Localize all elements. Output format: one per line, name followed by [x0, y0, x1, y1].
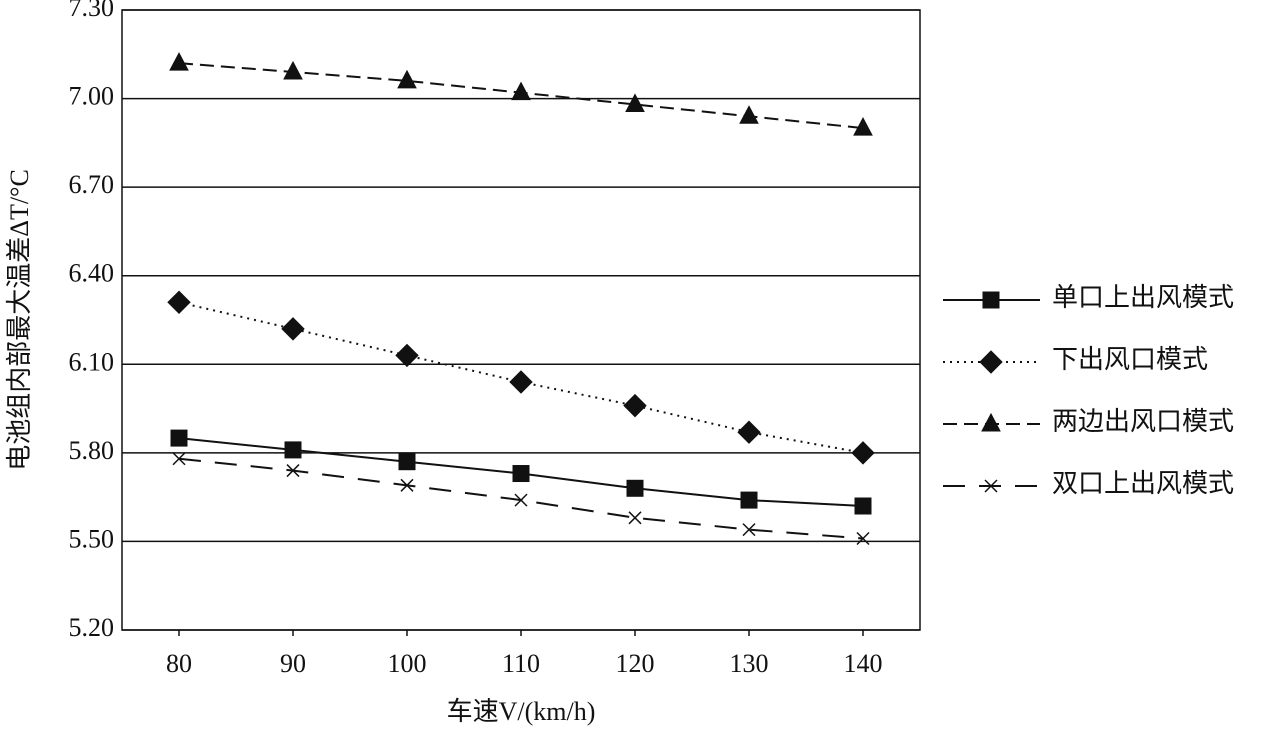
legend-marker — [982, 291, 1000, 309]
data-point — [742, 523, 756, 537]
data-point — [283, 60, 303, 80]
legend-label: 单口上出风模式 — [1052, 283, 1234, 312]
y-tick-label: 5.20 — [69, 613, 115, 642]
data-point — [170, 429, 188, 447]
data-point — [514, 493, 528, 507]
data-point — [623, 393, 647, 418]
data-point — [395, 343, 419, 368]
x-axis-label: 车速V/(km/h) — [447, 697, 596, 726]
y-tick-label: 5.50 — [69, 524, 115, 553]
x-tick-label: 90 — [280, 649, 306, 678]
data-point — [739, 105, 759, 124]
data-point — [854, 497, 872, 515]
data-point — [400, 478, 414, 492]
y-tick-label: 5.80 — [69, 436, 115, 465]
y-tick-label: 7.00 — [69, 82, 115, 111]
y-tick-label: 6.70 — [69, 170, 115, 199]
x-tick-label: 130 — [730, 649, 769, 678]
data-point — [512, 465, 530, 483]
data-point — [740, 491, 758, 509]
data-point — [625, 93, 645, 112]
legend-marker — [981, 412, 1001, 432]
data-point — [169, 52, 189, 71]
x-tick-label: 140 — [844, 649, 883, 678]
y-tick-label: 7.30 — [69, 0, 115, 22]
legend-label: 下出风口模式 — [1052, 345, 1208, 374]
data-point — [397, 69, 417, 89]
x-tick-label: 80 — [166, 649, 192, 678]
data-point — [626, 479, 644, 497]
legend-label: 双口上出风模式 — [1052, 469, 1234, 498]
x-tick-label: 100 — [388, 649, 427, 678]
data-point — [511, 81, 531, 101]
legend-label: 两边出风口模式 — [1052, 407, 1234, 436]
data-point — [286, 464, 300, 478]
legend-marker — [984, 479, 998, 493]
data-point — [851, 441, 875, 465]
y-axis-label: 电池组内部最大温差ΔT/°C — [5, 169, 34, 471]
data-point — [281, 317, 305, 341]
x-tick-label: 110 — [502, 649, 540, 678]
plot-frame — [121, 9, 921, 631]
data-point — [737, 420, 761, 444]
y-tick-label: 6.40 — [69, 259, 115, 288]
x-tick-label: 120 — [616, 649, 655, 678]
data-point — [628, 511, 642, 525]
data-point — [398, 453, 416, 471]
data-point — [167, 290, 191, 314]
y-tick-label: 6.10 — [69, 347, 115, 376]
data-point — [509, 370, 533, 394]
legend-marker — [979, 350, 1003, 374]
data-point — [853, 117, 873, 136]
data-point — [172, 452, 186, 466]
data-point — [284, 441, 302, 459]
data-point — [856, 531, 870, 546]
